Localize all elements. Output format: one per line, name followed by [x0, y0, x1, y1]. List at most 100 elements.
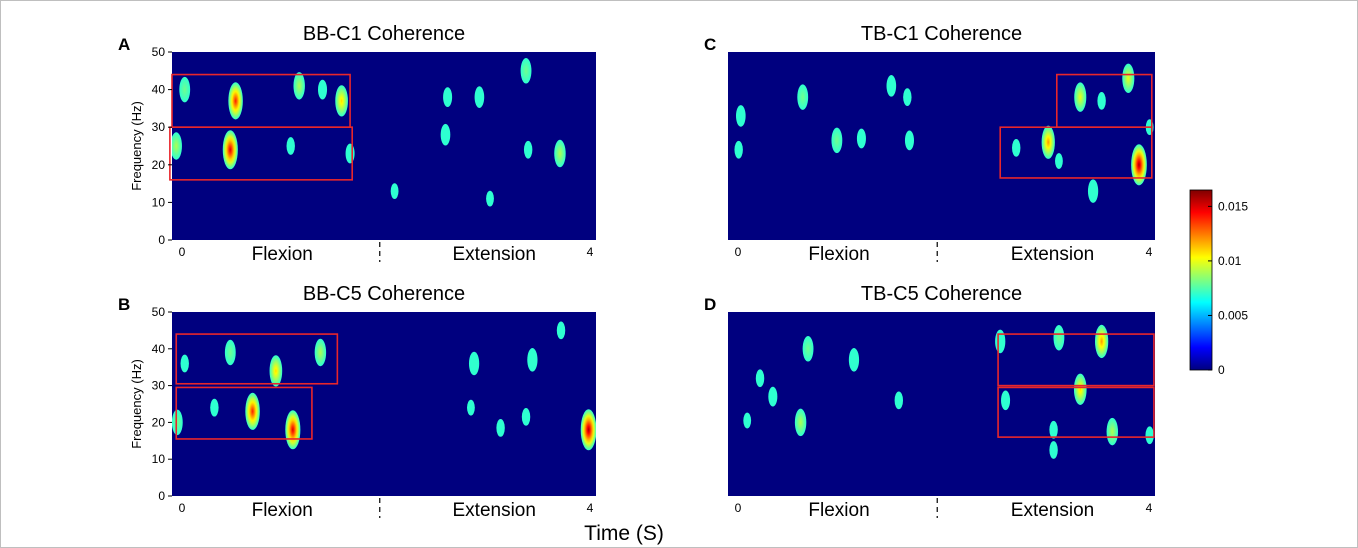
coherence-blob — [245, 392, 260, 430]
colorbar-gradient — [1189, 189, 1213, 371]
coherence-blob — [335, 85, 348, 117]
panel-title: TB-C5 Coherence — [861, 283, 1022, 305]
coherence-blob — [523, 140, 533, 159]
coherence-blob — [1041, 125, 1055, 159]
y-axis-label: Frequency (Hz) — [129, 359, 144, 449]
coherence-blob — [1094, 324, 1109, 359]
coherence-blob — [345, 143, 355, 164]
coherence-blob — [520, 58, 532, 84]
panel-letter: D — [704, 295, 716, 314]
flexion-label: Flexion — [252, 500, 313, 521]
heatmap-background — [728, 312, 1155, 496]
colorbar-tick-label: 0.01 — [1218, 254, 1242, 268]
time-start-label: 0 — [735, 245, 742, 259]
coherence-blob — [210, 398, 219, 417]
colorbar-tick-label: 0.005 — [1218, 308, 1248, 322]
coherence-blob — [443, 87, 453, 107]
coherence-blob — [734, 140, 743, 159]
panel-letter: A — [118, 35, 130, 54]
time-end-label: 4 — [587, 245, 594, 259]
time-start-label: 0 — [179, 501, 186, 515]
coherence-blob — [886, 75, 897, 97]
coherence-blob — [1001, 390, 1011, 411]
coherence-blob — [856, 128, 866, 149]
coherence-blob — [735, 105, 746, 127]
coherence-blob — [1049, 420, 1058, 439]
coherence-blob — [527, 348, 538, 372]
y-tick-label: 0 — [158, 489, 165, 503]
coherence-blob — [1053, 325, 1065, 351]
y-axis-label: Frequency (Hz) — [129, 101, 144, 191]
time-start-label: 0 — [179, 245, 186, 259]
extension-label: Extension — [453, 500, 536, 521]
y-tick-label: 0 — [158, 233, 165, 247]
coherence-blobs — [734, 63, 1154, 203]
panel-title: BB-C1 Coherence — [303, 23, 465, 45]
coherence-blob — [797, 84, 809, 110]
highlight-box — [175, 386, 313, 440]
colorbar: 0 0.005 0.01 0.015 — [1189, 189, 1248, 377]
flexion-label: Flexion — [252, 244, 313, 265]
extension-label: Extension — [453, 244, 536, 265]
coherence-blobs — [172, 58, 566, 207]
coherence-blob — [1106, 417, 1119, 446]
y-tick-label: 10 — [152, 195, 166, 209]
coherence-blob — [314, 338, 327, 367]
coherence-blob — [1074, 82, 1087, 112]
coherence-blob — [903, 88, 912, 106]
coherence-blob — [554, 139, 566, 168]
coherence-blob — [743, 412, 752, 429]
x-axis-label: Time (S) — [584, 522, 664, 545]
coherence-blob — [172, 132, 182, 160]
time-end-label: 4 — [1146, 501, 1153, 515]
coherence-blob — [224, 339, 236, 366]
coherence-blob — [179, 76, 191, 103]
y-tick-label: 30 — [152, 379, 166, 393]
coherence-blob — [285, 410, 301, 450]
flexion-label: Flexion — [808, 244, 869, 265]
coherence-blob — [904, 130, 914, 151]
coherence-blob — [848, 348, 860, 372]
coherence-blob — [580, 409, 596, 451]
panel-c: TB-C1 Coherence C 0 4 Flexion Extension — [704, 23, 1155, 265]
highlight-box — [999, 126, 1153, 179]
coherence-blob — [468, 351, 480, 376]
coherence-blob — [1055, 153, 1063, 169]
coherence-blob — [556, 321, 566, 340]
coherence-blob — [995, 329, 1006, 354]
coherence-blob — [794, 408, 807, 437]
coherence-blob — [496, 419, 505, 437]
y-tick-label: 20 — [152, 158, 166, 172]
panel-letter: B — [118, 295, 130, 314]
coherence-blob — [180, 354, 189, 373]
coherence-blob — [440, 123, 451, 146]
panel-title: BB-C5 Coherence — [303, 283, 465, 305]
heatmap-background — [728, 52, 1155, 240]
coherence-blob — [222, 130, 238, 170]
time-end-label: 4 — [587, 501, 594, 515]
coherence-blob — [894, 391, 904, 410]
panel-title: TB-C1 Coherence — [861, 23, 1022, 45]
time-end-label: 4 — [1146, 245, 1153, 259]
extension-label: Extension — [1011, 244, 1094, 265]
panel-letter: C — [704, 35, 716, 54]
coherence-blob — [172, 409, 183, 436]
y-tick-label: 40 — [152, 342, 166, 356]
y-tick-label: 10 — [152, 452, 166, 466]
y-tick-label: 20 — [152, 415, 166, 429]
highlight-box — [997, 333, 1155, 387]
highlight-box — [997, 386, 1155, 438]
coherence-blob — [390, 183, 399, 200]
coherence-blob — [486, 190, 494, 207]
coherence-blob — [1122, 63, 1135, 94]
y-tick-label: 40 — [152, 83, 166, 97]
y-tick-label: 50 — [152, 45, 166, 59]
extension-label: Extension — [1011, 500, 1094, 521]
coherence-blob — [474, 86, 485, 108]
colorbar-tick-label: 0 — [1218, 363, 1225, 377]
coherence-blob — [286, 137, 295, 155]
coherence-blob — [1012, 139, 1021, 157]
